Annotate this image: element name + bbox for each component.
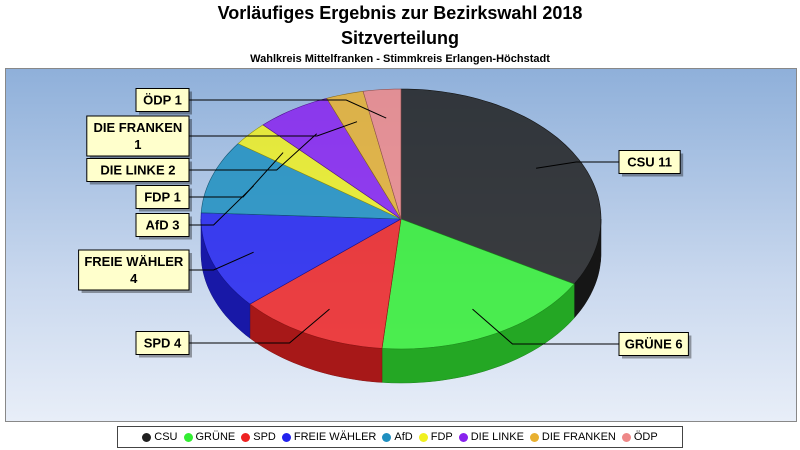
leader-line [189, 121, 358, 137]
data-label: AfD 3 [135, 213, 192, 240]
pie-slice-ödp [362, 88, 402, 220]
legend-item: DIE FRANKEN [529, 431, 616, 443]
legend-marker [241, 432, 251, 442]
legend-marker [458, 432, 468, 442]
legend-item: DIE LINKE [458, 431, 524, 443]
data-label-text: SPD 4 [144, 336, 182, 351]
pie-slice-grüne [381, 218, 575, 350]
legend-label: FDP [430, 431, 453, 443]
leader-line [189, 152, 284, 198]
leader-line [189, 133, 318, 171]
pie-slice-afd [200, 143, 402, 220]
legend-item: FDP [418, 431, 453, 443]
pie-slice-spd [249, 218, 402, 349]
leader-line [189, 99, 387, 119]
pie-slice-die-franken [326, 90, 402, 220]
pie-slice-csu [400, 88, 602, 285]
legend-item: SPD [241, 431, 276, 443]
pie-slice-fdp [237, 124, 402, 220]
legend-marker [142, 432, 152, 442]
legend-marker [382, 432, 392, 442]
data-label-text: GRÜNE 6 [625, 337, 683, 352]
data-label-text: FDP 1 [144, 190, 181, 205]
legend-label: ÖDP [633, 431, 658, 443]
legend-label: AfD [394, 431, 413, 443]
legend-marker [183, 432, 193, 442]
legend-label: GRÜNE [195, 431, 236, 443]
leader-line [189, 185, 254, 226]
plot-area: CSU 11 GRÜNE 6 SPD 4 FREIE WÄHLER 4 AfD 3 FDP … [5, 68, 797, 422]
legend-label: DIE FRANKEN [541, 431, 616, 443]
legend-label: SPD [253, 431, 276, 443]
data-label: FREIE WÄHLER 4 [78, 249, 192, 293]
legend-label: CSU [154, 431, 178, 443]
data-label-text: DIE FRANKEN [93, 120, 182, 135]
chart-subtitle-main: Sitzverteilung [340, 28, 460, 48]
pie-slice-freie-wähler [200, 212, 403, 305]
data-label-text: CSU 11 [627, 155, 672, 170]
data-label: GRÜNE 6 [618, 332, 692, 359]
data-label: DIE LINKE 2 [86, 158, 192, 185]
data-label: SPD 4 [135, 331, 192, 358]
chart-subtitle-small: Wahlkreis Mittelfranken - Stimmkreis Erl… [250, 53, 550, 65]
legend-marker [529, 432, 539, 442]
pie-chart: CSU 11 GRÜNE 6 SPD 4 FREIE WÄHLER 4 AfD 3 FDP … [78, 88, 692, 384]
leader-line [536, 161, 619, 169]
legend-item: AfD [382, 431, 413, 443]
leader-line [472, 308, 619, 345]
data-label: ÖDP 1 [135, 88, 192, 115]
legend-marker [281, 432, 291, 442]
legend-marker [418, 432, 428, 442]
legend-item: FREIE WÄHLER [281, 431, 377, 443]
legend-item: GRÜNE [183, 431, 236, 443]
data-label: DIE FRANKEN 1 [86, 115, 192, 159]
legend-label: DIE LINKE [470, 431, 524, 443]
data-label: CSU 11 [618, 150, 684, 177]
legend: CSU GRÜNE SPD FREIE WÄHLER AfD FDP DIE LINKE DI… [117, 426, 683, 448]
legend-label: FREIE WÄHLER [293, 431, 377, 443]
legend-item: CSU [142, 431, 178, 443]
data-label-text: 1 [134, 137, 141, 152]
data-label-text: ÖDP 1 [143, 93, 182, 108]
data-label-text: DIE LINKE 2 [100, 163, 175, 178]
legend-marker [621, 432, 631, 442]
chart-title: Vorläufiges Ergebnis zur Bezirkswahl 201… [217, 3, 583, 23]
data-label-text: 4 [130, 271, 138, 286]
leader-line [189, 251, 254, 271]
data-label: FDP 1 [135, 185, 192, 212]
data-label-text: AfD 3 [146, 218, 180, 233]
legend-item: ÖDP [621, 431, 658, 443]
data-label-text: FREIE WÄHLER [84, 254, 184, 269]
leader-line [189, 308, 330, 344]
